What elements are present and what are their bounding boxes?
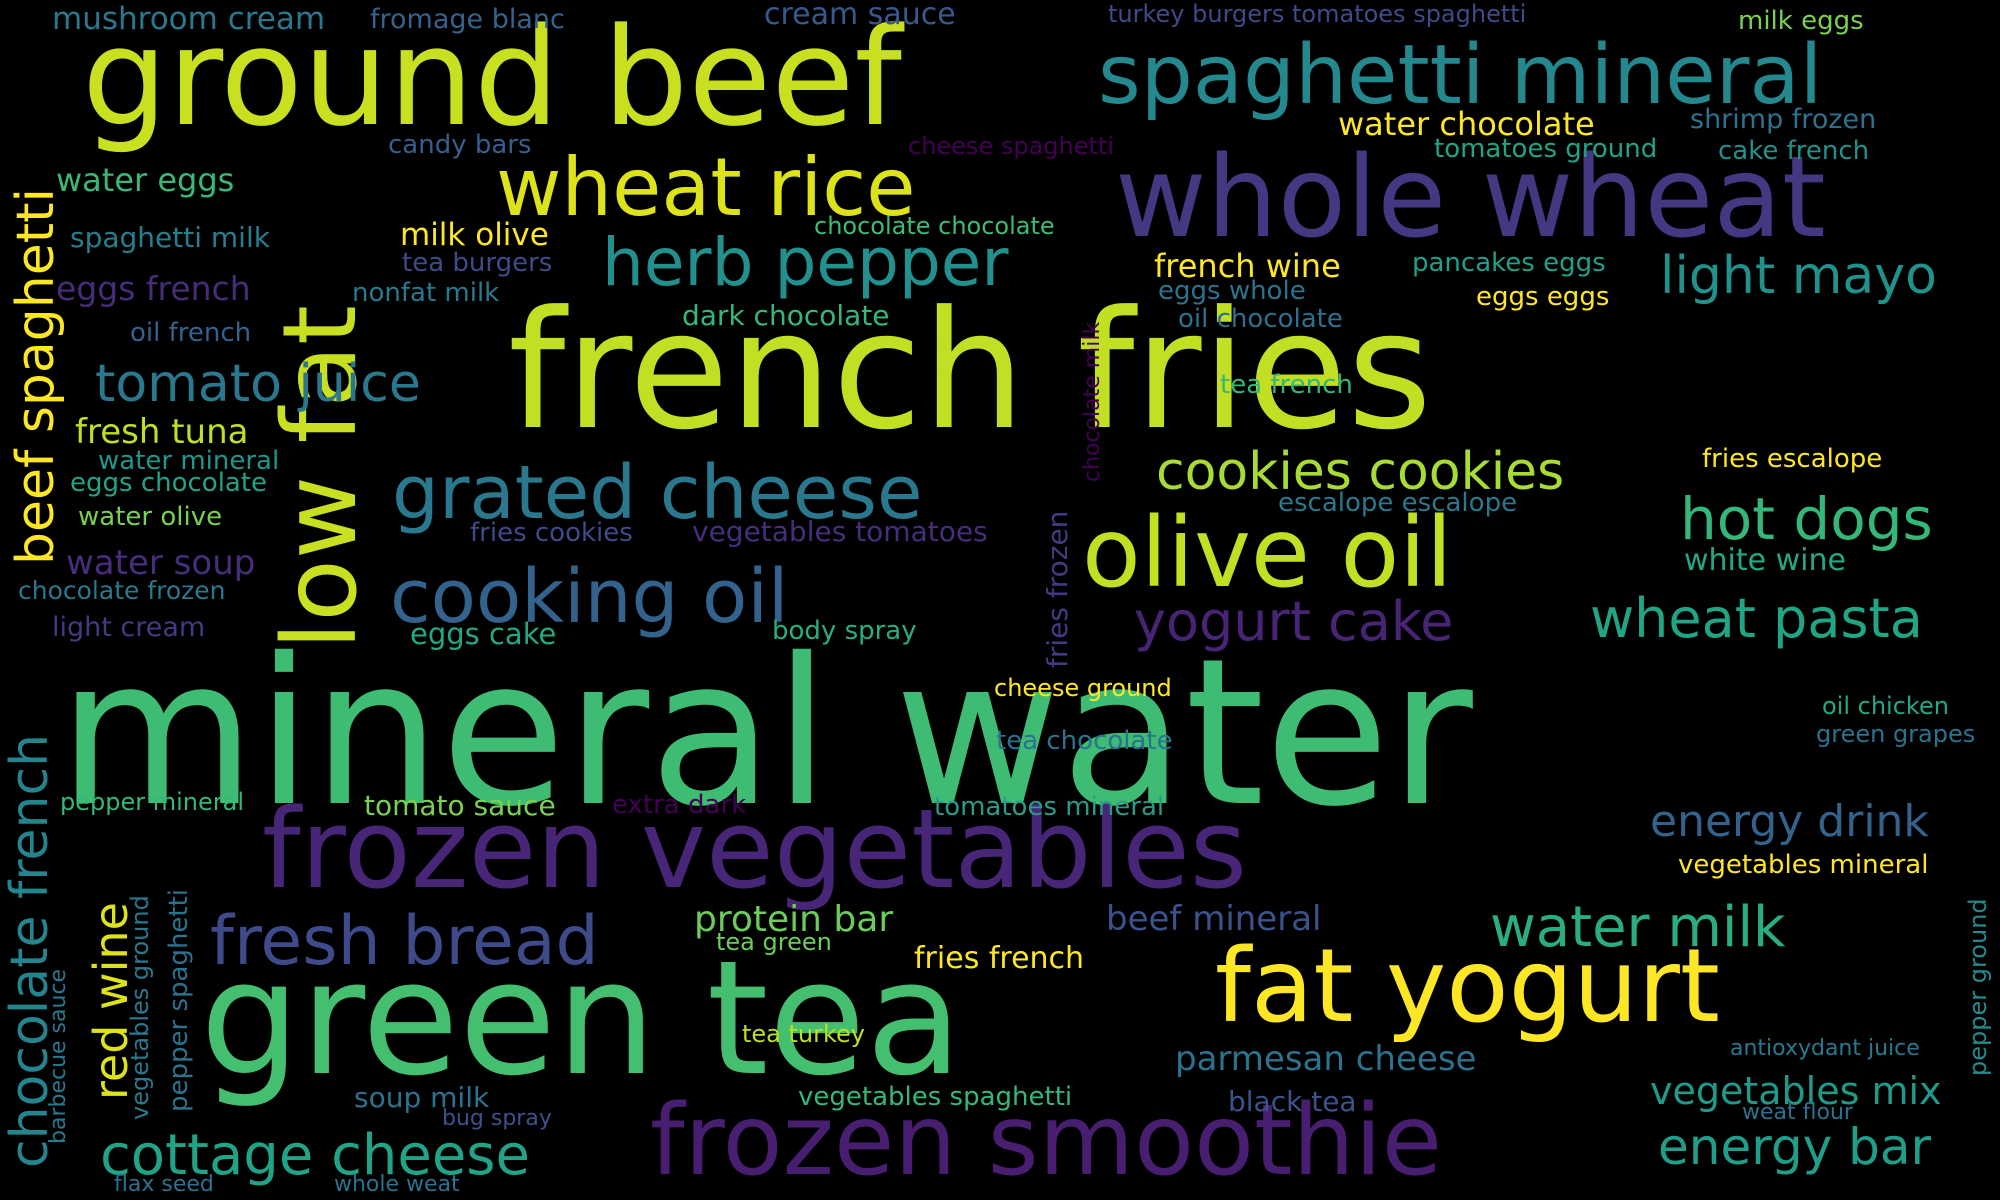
- word-fries-cookies: fries cookies: [470, 518, 633, 548]
- word-fresh-bread: fresh bread: [210, 902, 599, 981]
- word-water-chocolate: water chocolate: [1338, 105, 1595, 143]
- word-vegetables-spaghetti: vegetables spaghetti: [798, 1082, 1073, 1112]
- word-cheese-ground: cheese ground: [994, 674, 1172, 702]
- word-whole-wheat: whole wheat: [1115, 133, 1826, 263]
- word-protein-bar: protein bar: [694, 899, 894, 940]
- word-fries-french: fries french: [914, 941, 1085, 976]
- word-cottage-cheese: cottage cheese: [100, 1123, 530, 1188]
- word-pepper-spaghetti: pepper spaghetti: [164, 888, 194, 1112]
- word-hot-dogs: hot dogs: [1680, 485, 1933, 553]
- word-light-cream: light cream: [52, 612, 206, 643]
- word-dark-chocolate: dark chocolate: [682, 299, 890, 332]
- word-cake-french: cake french: [1718, 136, 1870, 166]
- word-cooking-oil: cooking oil: [390, 554, 789, 640]
- word-tea-turkey: tea turkey: [742, 1020, 866, 1048]
- word-cookies-cookies: cookies cookies: [1156, 442, 1565, 502]
- word-body-spray: body spray: [772, 616, 917, 646]
- word-eggs-eggs: eggs eggs: [1476, 282, 1610, 312]
- word-herb-pepper: herb pepper: [602, 224, 1009, 301]
- word-fresh-tuna: fresh tuna: [75, 412, 249, 452]
- word-eggs-chocolate: eggs chocolate: [70, 468, 268, 498]
- word-tea-french: tea french: [1220, 370, 1353, 400]
- word-weat-flour: weat flour: [1742, 1100, 1853, 1125]
- word-fromage-blanc: fromage blanc: [370, 4, 565, 35]
- word-pepper-mineral: pepper mineral: [60, 788, 244, 816]
- word-energy-bar: energy bar: [1658, 1118, 1932, 1176]
- word-frozen-vegetables: frozen vegetables: [262, 785, 1248, 913]
- word-olive-oil: olive oil: [1082, 497, 1453, 609]
- word-white-wine: white wine: [1684, 543, 1846, 578]
- word-yogurt-cake: yogurt cake: [1134, 590, 1454, 653]
- word-wheat-rice: wheat rice: [496, 141, 916, 234]
- word-tea-chocolate: tea chocolate: [996, 726, 1173, 756]
- word-wheat-pasta: wheat pasta: [1590, 587, 1923, 650]
- word-nonfat-milk: nonfat milk: [352, 278, 500, 308]
- word-tomatoes-mineral: tomatoes mineral: [934, 792, 1165, 822]
- word-vegetables-mineral: vegetables mineral: [1678, 850, 1929, 880]
- word-water-olive: water olive: [78, 502, 223, 532]
- word-eggs-whole: eggs whole: [1158, 276, 1306, 306]
- word-turkey-burgers-tomatoes-spaghetti: turkey burgers tomatoes spaghetti: [1108, 0, 1527, 28]
- word-water-eggs: water eggs: [56, 161, 235, 199]
- word-grated-cheese: grated cheese: [392, 450, 923, 536]
- word-pancakes-eggs: pancakes eggs: [1412, 248, 1606, 278]
- word-eggs-cake: eggs cake: [410, 617, 557, 651]
- word-oil-french: oil french: [130, 318, 252, 348]
- word-fries-escalope: fries escalope: [1702, 444, 1883, 474]
- word-water-mineral: water mineral: [98, 446, 280, 476]
- word-candy-bars: candy bars: [388, 130, 532, 160]
- word-fat-yogurt: fat yogurt: [1215, 927, 1720, 1046]
- word-tomatoes-ground: tomatoes ground: [1434, 134, 1658, 164]
- word-oil-chocolate: oil chocolate: [1178, 304, 1343, 334]
- word-flax-seed: flax seed: [114, 1172, 214, 1197]
- word-shrimp-frozen: shrimp frozen: [1690, 104, 1877, 135]
- word-vegetables-ground: vegetables ground: [126, 895, 154, 1120]
- word-green-grapes: green grapes: [1816, 720, 1976, 748]
- word-vegetables-mix: vegetables mix: [1650, 1069, 1942, 1113]
- word-mushroom-cream: mushroom cream: [52, 1, 326, 37]
- word-frozen-smoothie: frozen smoothie: [650, 1084, 1443, 1198]
- word-french-fries: french fries: [508, 277, 1433, 466]
- word-tomato-sauce: tomato sauce: [364, 789, 556, 822]
- word-spaghetti-milk: spaghetti milk: [70, 221, 270, 254]
- word-soup-milk: soup milk: [354, 1081, 490, 1114]
- word-light-mayo: light mayo: [1660, 246, 1937, 306]
- word-spaghetti-mineral: spaghetti mineral: [1098, 28, 1823, 123]
- word-water-soup: water soup: [66, 543, 256, 583]
- word-green-tea: green tea: [200, 927, 963, 1111]
- word-milk-eggs: milk eggs: [1738, 6, 1864, 36]
- word-eggs-french: eggs french: [56, 269, 251, 308]
- word-chocolate-milk: chocolate milk: [1080, 321, 1105, 482]
- word-beef-spaghetti: beef spaghetti: [6, 188, 66, 565]
- word-black-tea: black tea: [1228, 1085, 1357, 1118]
- word-pepper-ground: pepper ground: [1964, 898, 1992, 1076]
- word-chocolate-chocolate: chocolate chocolate: [814, 212, 1055, 240]
- word-fries-frozen: fries frozen: [1041, 510, 1074, 668]
- word-extra-dark: extra dark: [612, 790, 747, 820]
- word-oil-chicken: oil chicken: [1822, 692, 1949, 720]
- word-parmesan-cheese: parmesan cheese: [1175, 1039, 1477, 1079]
- word-mineral-water: mineral water: [58, 615, 1473, 851]
- word-vegetables-tomatoes: vegetables tomatoes: [692, 515, 988, 548]
- word-milk-olive: milk olive: [400, 217, 549, 253]
- word-chocolate-frozen: chocolate frozen: [18, 576, 226, 605]
- word-beef-mineral: beef mineral: [1106, 899, 1322, 939]
- word-escalope-escalope: escalope escalope: [1278, 488, 1518, 518]
- word-cream-sauce: cream sauce: [764, 0, 956, 32]
- word-french-wine: french wine: [1154, 247, 1341, 285]
- word-tea-green: tea green: [716, 928, 832, 956]
- word-barbecue-sauce: barbecue sauce: [46, 968, 71, 1144]
- word-whole-weat: whole weat: [334, 1172, 460, 1197]
- word-cheese-spaghetti: cheese spaghetti: [908, 132, 1114, 160]
- word-ground-beef: ground beef: [82, 0, 902, 156]
- word-water-milk: water milk: [1490, 895, 1786, 960]
- word-tomato-juice: tomato juice: [95, 354, 421, 414]
- word-energy-drink: energy drink: [1650, 796, 1929, 847]
- word-tea-burgers: tea burgers: [402, 248, 553, 278]
- word-bug-spray: bug spray: [442, 1106, 552, 1131]
- word-antioxydant-juice: antioxydant juice: [1730, 1036, 1920, 1061]
